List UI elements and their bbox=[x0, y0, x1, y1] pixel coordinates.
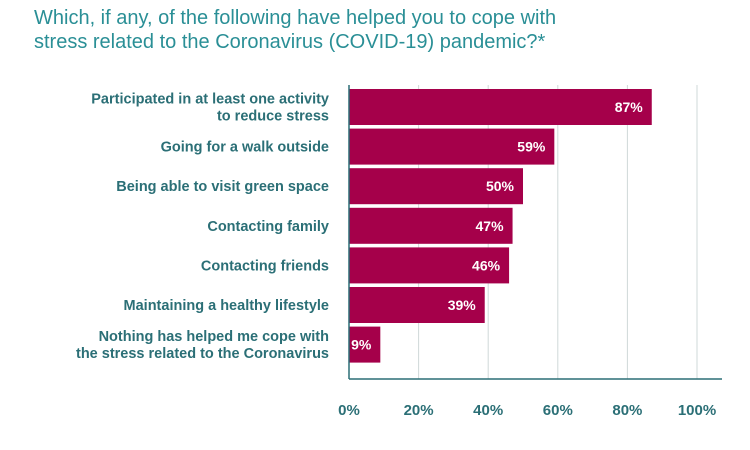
bar bbox=[349, 247, 510, 284]
bar-value-label: 47% bbox=[476, 218, 505, 234]
category-label: the stress related to the Coronavirus bbox=[76, 346, 329, 362]
category-label: Contacting friends bbox=[201, 258, 329, 274]
category-label: Going for a walk outside bbox=[161, 140, 329, 156]
x-tick-label: 40% bbox=[473, 402, 503, 419]
x-tick-label: 0% bbox=[338, 402, 360, 419]
category-label: to reduce stress bbox=[217, 109, 329, 125]
bar-value-label: 50% bbox=[486, 178, 515, 194]
x-tick-label: 20% bbox=[404, 402, 434, 419]
category-label: Contacting family bbox=[207, 219, 329, 235]
x-tick-label: 80% bbox=[612, 402, 642, 419]
bar bbox=[349, 207, 513, 244]
bar-value-label: 46% bbox=[472, 257, 501, 273]
category-label: Being able to visit green space bbox=[116, 179, 329, 195]
chart-title-line-2: stress related to the Coronavirus (COVID… bbox=[34, 31, 546, 53]
chart-title: Which, if any, of the following have hel… bbox=[34, 6, 724, 54]
bar-value-label: 87% bbox=[615, 99, 644, 115]
bar bbox=[349, 128, 555, 165]
bar bbox=[349, 326, 381, 363]
bar-value-label: 9% bbox=[351, 337, 372, 353]
bar bbox=[349, 287, 485, 323]
category-label: Participated in at least one activity bbox=[91, 92, 329, 108]
bar bbox=[349, 89, 652, 125]
bar-value-label: 59% bbox=[517, 139, 546, 155]
category-label: Maintaining a healthy lifestyle bbox=[124, 298, 329, 314]
chart-title-line-1: Which, if any, of the following have hel… bbox=[34, 7, 557, 29]
category-label: Nothing has helped me cope with bbox=[99, 329, 329, 345]
x-tick-label: 60% bbox=[543, 402, 573, 419]
bar bbox=[349, 168, 523, 205]
x-tick-label: 100% bbox=[678, 402, 716, 419]
bar-value-label: 39% bbox=[448, 297, 477, 313]
